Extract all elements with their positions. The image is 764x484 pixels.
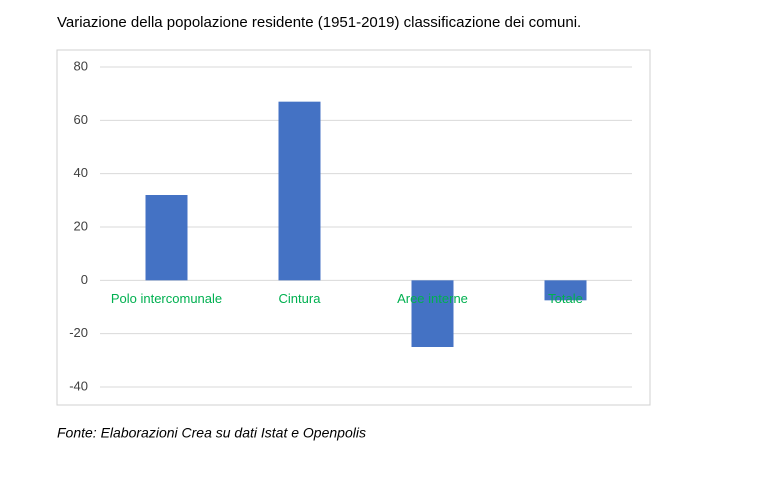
bar [145,195,188,281]
chart-title: Variazione della popolazione residente (… [57,14,581,31]
y-tick-label: 0 [81,272,88,287]
x-tick-label: Polo intercomunale [111,291,222,306]
y-tick-label: 20 [74,218,88,233]
bar [411,280,454,347]
y-tick-label: 60 [74,112,88,127]
y-tick-label: 80 [74,58,88,73]
chart-frame [56,49,651,406]
y-tick-label: 40 [74,165,88,180]
source-note: Fonte: Elaborazioni Crea su dati Istat e… [57,425,366,441]
x-tick-label: Aree interne [397,291,468,306]
bar [544,280,587,301]
bar [278,101,321,281]
y-tick-label: -40 [69,378,88,393]
y-tick-label: -20 [69,325,88,340]
x-tick-label: Totale [548,291,583,306]
x-tick-label: Cintura [279,291,322,306]
